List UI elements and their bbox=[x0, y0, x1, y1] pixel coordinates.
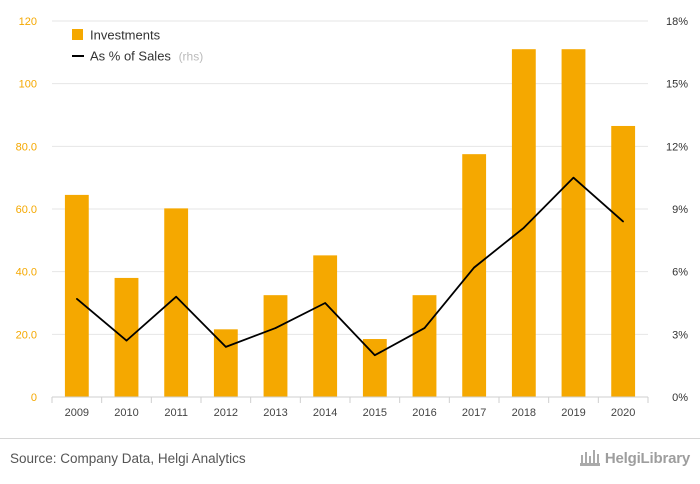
bar-investments bbox=[362, 339, 387, 397]
legend-label-investments: Investments bbox=[90, 28, 161, 43]
bar-investments bbox=[412, 295, 437, 397]
footer: Source: Company Data, Helgi Analytics He… bbox=[0, 438, 700, 484]
axes: 0 20.0 40.0 60.0 80.0 100 120 0% 3% 6% 9% 12% 15% 18%… bbox=[16, 16, 689, 419]
x-tick-label: 2020 bbox=[611, 407, 635, 419]
brand-text: HelgiLibrary bbox=[604, 449, 690, 467]
gridlines bbox=[52, 20, 648, 335]
y-left-tick-label: 20.0 bbox=[16, 329, 37, 341]
y-right-tick-label: 18% bbox=[666, 16, 688, 28]
point-sales-ratio bbox=[622, 220, 624, 223]
bar-investments bbox=[313, 255, 338, 397]
bar-investments bbox=[114, 277, 139, 397]
y-right-tick-label: 0% bbox=[672, 392, 688, 404]
bar-investments bbox=[263, 295, 288, 397]
x-tick-label: 2017 bbox=[462, 407, 486, 419]
y-left-tick-label: 40.0 bbox=[16, 267, 37, 279]
bar-investments bbox=[213, 329, 238, 397]
bar-investments bbox=[511, 49, 536, 397]
y-right-tick-label: 15% bbox=[666, 79, 688, 91]
legend-label-rhs: (rhs) bbox=[179, 50, 204, 64]
sales-ratio-line bbox=[76, 176, 624, 357]
x-tick-label: 2019 bbox=[561, 407, 585, 419]
x-tick-label: 2015 bbox=[363, 407, 387, 419]
brand-logo[interactable]: HelgiLibrary bbox=[579, 449, 690, 467]
source-text: Source: Company Data, Helgi Analytics bbox=[10, 451, 246, 466]
line-sales-ratio bbox=[76, 176, 624, 357]
point-sales-ratio bbox=[225, 346, 227, 348]
x-tick-label: 2018 bbox=[512, 407, 536, 419]
y-left-tick-label: 0 bbox=[31, 392, 37, 404]
bar-investments bbox=[462, 154, 487, 397]
x-tick-label: 2010 bbox=[114, 407, 138, 419]
legend-label-sales-ratio: As % of Sales (rhs) bbox=[90, 49, 203, 64]
legend: Investments As % of Sales (rhs) bbox=[72, 28, 203, 64]
y-right-tick-label: 12% bbox=[666, 141, 688, 153]
point-sales-ratio bbox=[274, 327, 277, 329]
bar-investments bbox=[561, 49, 586, 397]
y-left-tick-label: 120 bbox=[19, 16, 37, 28]
point-sales-ratio bbox=[175, 295, 177, 298]
point-sales-ratio bbox=[125, 339, 128, 342]
x-tick-label: 2012 bbox=[214, 407, 238, 419]
x-tick-label: 2016 bbox=[412, 407, 436, 419]
point-sales-ratio bbox=[473, 266, 475, 269]
y-left-tick-label: 100 bbox=[19, 79, 37, 91]
y-right-tick-label: 3% bbox=[672, 329, 688, 341]
x-tick-label: 2013 bbox=[263, 407, 287, 419]
point-sales-ratio bbox=[76, 298, 78, 300]
library-icon bbox=[579, 450, 600, 466]
bar-investments bbox=[611, 125, 636, 397]
chart: 0 20.0 40.0 60.0 80.0 100 120 0% 3% 6% 9% 12% 15% 18%… bbox=[16, 16, 689, 419]
y-right-tick-label: 9% bbox=[672, 204, 688, 216]
bar-investments bbox=[164, 208, 189, 397]
legend-swatch-investments bbox=[72, 29, 83, 40]
point-sales-ratio bbox=[523, 227, 525, 229]
y-left-tick-label: 60.0 bbox=[16, 204, 37, 216]
bar-investments bbox=[64, 194, 89, 397]
point-sales-ratio bbox=[572, 176, 575, 179]
x-tick-label: 2009 bbox=[65, 407, 89, 419]
x-tick-label: 2011 bbox=[164, 407, 188, 419]
x-tick-label: 2014 bbox=[313, 407, 337, 419]
legend-label-sales-ratio-name: As % of Sales bbox=[90, 49, 171, 64]
point-sales-ratio bbox=[324, 302, 326, 304]
y-right-tick-label: 6% bbox=[672, 267, 688, 279]
y-left-tick-label: 80.0 bbox=[16, 141, 37, 153]
bars bbox=[64, 49, 636, 397]
point-sales-ratio bbox=[374, 354, 376, 357]
point-sales-ratio bbox=[423, 327, 426, 329]
